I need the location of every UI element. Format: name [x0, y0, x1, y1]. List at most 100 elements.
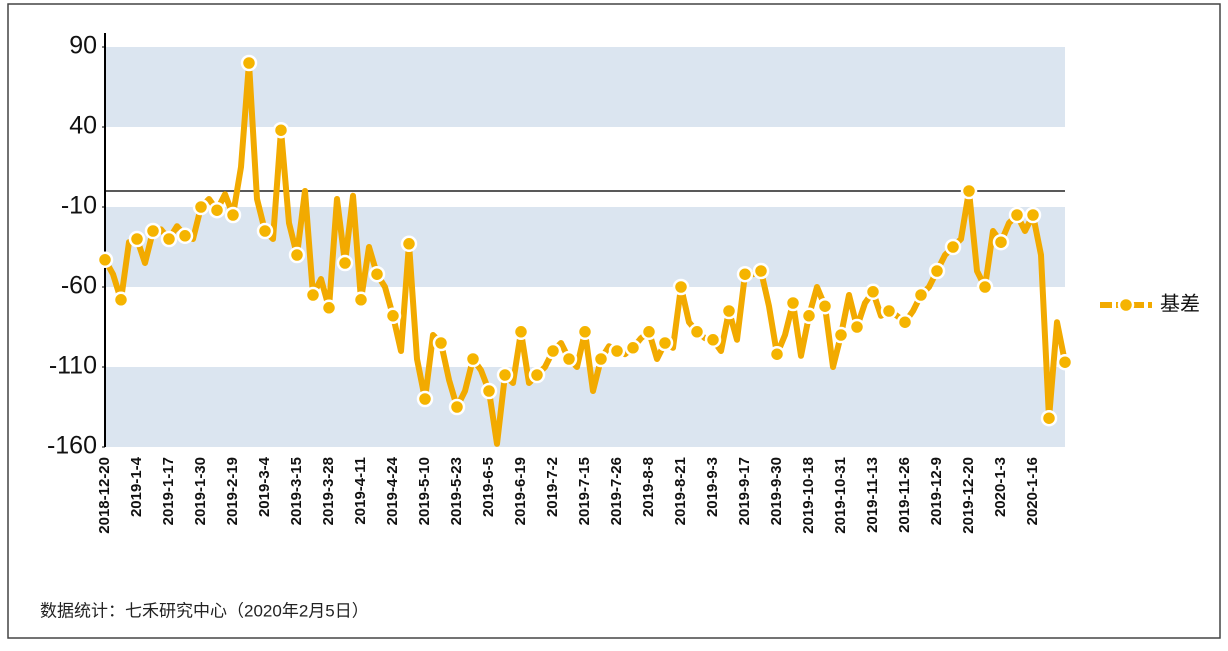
x-tick-label: 2019-7-2 — [544, 457, 561, 517]
data-point — [496, 366, 514, 384]
data-point — [240, 54, 258, 72]
x-tick-label: 2019-1-30 — [192, 457, 209, 525]
grid-band — [105, 207, 1065, 287]
data-point — [928, 262, 946, 280]
data-point — [976, 278, 994, 296]
data-point — [720, 302, 738, 320]
x-tick-label: 2020-1-16 — [1024, 457, 1041, 525]
data-point — [560, 350, 578, 368]
data-point — [816, 297, 834, 315]
data-point — [608, 342, 626, 360]
data-point — [464, 350, 482, 368]
data-point — [896, 313, 914, 331]
x-tick-label: 2019-7-26 — [608, 457, 625, 525]
data-point — [704, 331, 722, 349]
data-point — [944, 238, 962, 256]
data-point — [1056, 353, 1074, 371]
y-tick-label: -60 — [61, 272, 97, 300]
x-tick-label: 2019-12-20 — [960, 457, 977, 534]
data-point — [176, 227, 194, 245]
data-point — [640, 323, 658, 341]
data-point — [336, 254, 354, 272]
x-tick-label: 2019-1-4 — [128, 456, 145, 517]
data-point — [208, 201, 226, 219]
x-tick-label: 2019-3-15 — [288, 457, 305, 525]
data-point — [256, 222, 274, 240]
data-point — [384, 307, 402, 325]
x-tick-label: 2019-9-3 — [704, 457, 721, 517]
data-point — [288, 246, 306, 264]
data-point — [1040, 409, 1058, 427]
data-point — [912, 286, 930, 304]
data-point — [864, 283, 882, 301]
data-point — [688, 323, 706, 341]
y-tick-label: -10 — [61, 192, 97, 220]
data-point — [528, 366, 546, 384]
data-point — [368, 265, 386, 283]
data-point — [784, 294, 802, 312]
x-tick-label: 2019-8-21 — [672, 457, 689, 525]
x-tick-label: 2019-9-17 — [736, 457, 753, 525]
data-point — [544, 342, 562, 360]
data-point — [832, 326, 850, 344]
x-tick-label: 2019-11-26 — [896, 457, 913, 533]
x-tick-label: 2019-3-4 — [256, 456, 273, 517]
data-point — [432, 334, 450, 352]
x-tick-label: 2019-10-31 — [832, 457, 849, 534]
data-point — [480, 382, 498, 400]
x-tick-label: 2019-6-19 — [512, 457, 529, 525]
data-point — [768, 345, 786, 363]
grid-band — [105, 47, 1065, 127]
x-tick-label: 2019-6-5 — [480, 457, 497, 517]
x-tick-label: 2019-7-15 — [576, 457, 593, 525]
x-tick-label: 2020-1-3 — [992, 457, 1009, 517]
data-point — [144, 222, 162, 240]
data-point — [672, 278, 690, 296]
data-point — [960, 182, 978, 200]
data-point — [192, 198, 210, 216]
data-point — [224, 206, 242, 224]
data-point — [848, 318, 866, 336]
x-tick-label: 2019-2-19 — [224, 457, 241, 525]
data-point — [992, 233, 1010, 251]
y-tick-label: 40 — [69, 112, 97, 140]
data-point — [352, 291, 370, 309]
x-tick-label: 2018-12-20 — [96, 457, 113, 534]
x-tick-label: 2019-9-30 — [768, 457, 785, 525]
x-tick-label: 2019-8-8 — [640, 457, 657, 517]
data-point — [736, 265, 754, 283]
x-tick-label: 2019-4-24 — [384, 456, 401, 525]
data-point — [160, 230, 178, 248]
x-tick-label: 2019-10-18 — [800, 457, 817, 534]
data-point — [624, 339, 642, 357]
grid-band — [105, 367, 1065, 447]
source-note: 数据统计：七禾研究中心（2020年2月5日） — [40, 601, 369, 620]
x-tick-label: 2019-12-9 — [928, 457, 945, 525]
y-tick-label: -160 — [47, 432, 97, 460]
x-tick-label: 2019-11-13 — [864, 457, 881, 533]
legend-label: 基差 — [1160, 292, 1200, 315]
data-point — [304, 286, 322, 304]
x-tick-label: 2019-4-11 — [352, 457, 369, 525]
data-point — [400, 235, 418, 253]
data-point — [880, 302, 898, 320]
data-point — [512, 323, 530, 341]
data-point — [448, 398, 466, 416]
data-point — [96, 251, 114, 269]
data-point — [128, 230, 146, 248]
legend-marker — [1117, 296, 1135, 314]
data-point — [592, 350, 610, 368]
y-tick-label: -110 — [49, 352, 97, 380]
data-point — [1024, 206, 1042, 224]
y-tick-label: 90 — [69, 32, 97, 60]
x-tick-label: 2019-5-23 — [448, 457, 465, 525]
data-point — [320, 299, 338, 317]
data-point — [800, 307, 818, 325]
data-point — [1008, 206, 1026, 224]
x-tick-label: 2019-3-28 — [320, 457, 337, 525]
data-point — [416, 390, 434, 408]
data-point — [656, 334, 674, 352]
data-point — [272, 121, 290, 139]
